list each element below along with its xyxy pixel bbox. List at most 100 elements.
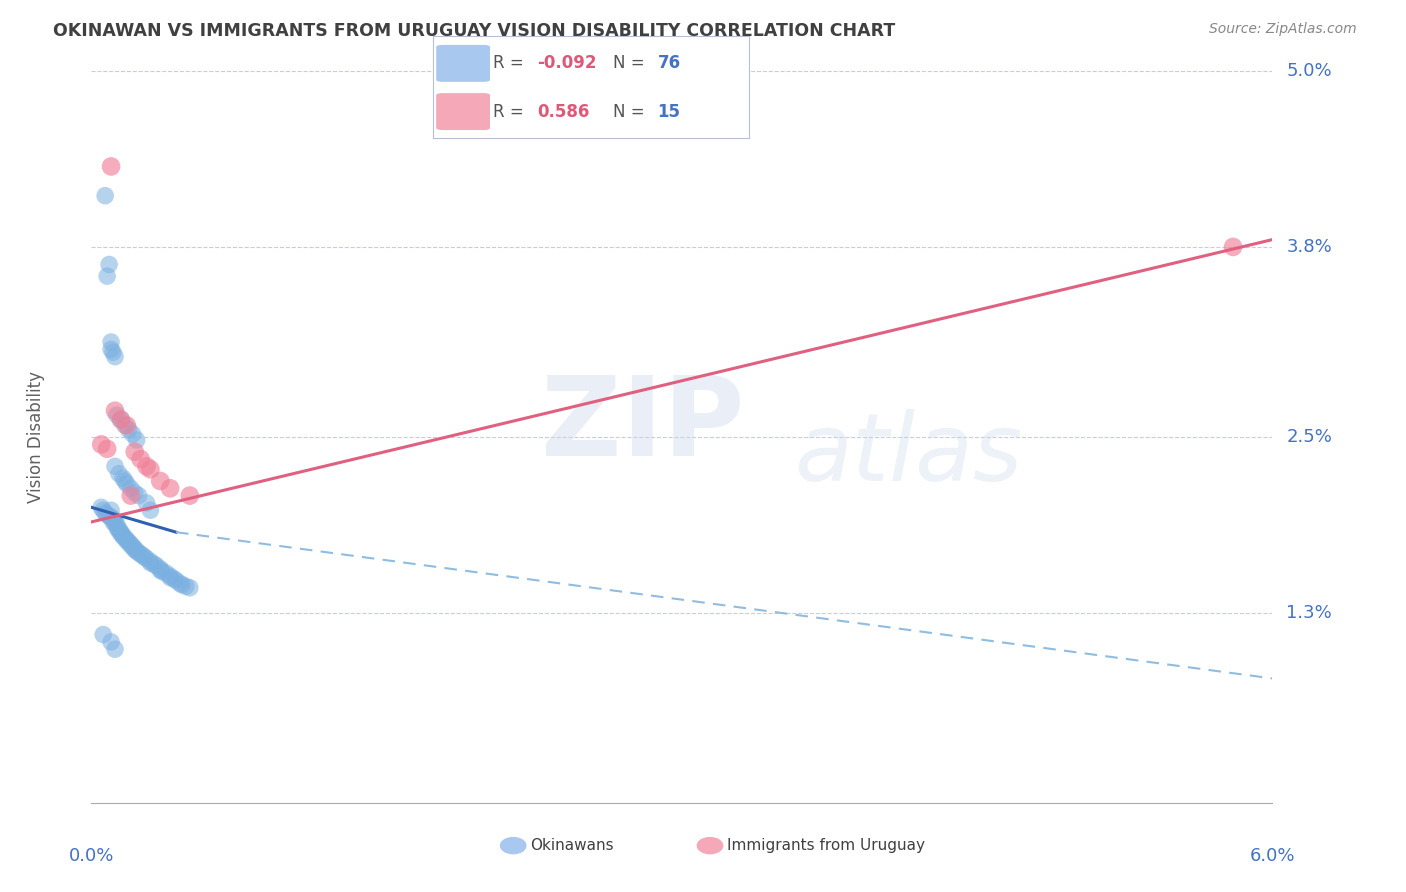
- Text: Vision Disability: Vision Disability: [27, 371, 45, 503]
- Point: [135, 459, 157, 474]
- Text: R =: R =: [494, 54, 529, 72]
- Point: [115, 533, 138, 547]
- Text: Okinawans: Okinawans: [530, 838, 613, 853]
- Point: [115, 476, 138, 491]
- Point: [163, 572, 186, 586]
- Point: [98, 257, 121, 271]
- Point: [104, 350, 127, 364]
- Text: Source: ZipAtlas.com: Source: ZipAtlas.com: [1209, 22, 1357, 37]
- Point: [159, 569, 181, 583]
- Text: 76: 76: [658, 54, 681, 72]
- Text: ZIP: ZIP: [541, 372, 744, 479]
- Point: [94, 506, 117, 520]
- Point: [100, 503, 122, 517]
- Point: [90, 500, 112, 515]
- Point: [125, 433, 148, 447]
- Point: [105, 517, 128, 532]
- FancyBboxPatch shape: [436, 45, 491, 82]
- Text: atlas: atlas: [794, 409, 1022, 500]
- Point: [101, 515, 124, 529]
- Point: [159, 481, 181, 495]
- Point: [100, 334, 122, 349]
- Point: [90, 437, 112, 451]
- Point: [124, 542, 146, 557]
- Text: N =: N =: [613, 54, 650, 72]
- Point: [105, 521, 128, 535]
- Point: [134, 549, 156, 564]
- Point: [149, 474, 172, 488]
- Point: [101, 345, 124, 359]
- Point: [115, 418, 138, 433]
- Point: [110, 412, 132, 426]
- Text: -0.092: -0.092: [537, 54, 598, 72]
- Point: [108, 467, 131, 481]
- Point: [129, 452, 152, 467]
- Point: [108, 524, 131, 538]
- Point: [1222, 240, 1244, 254]
- Point: [101, 512, 124, 526]
- Point: [128, 546, 150, 560]
- Point: [124, 541, 146, 556]
- Point: [120, 481, 142, 495]
- Point: [108, 522, 131, 536]
- Text: 0.0%: 0.0%: [69, 847, 114, 864]
- Point: [91, 503, 114, 517]
- Point: [129, 547, 152, 561]
- Point: [179, 489, 201, 503]
- Point: [150, 565, 173, 579]
- Point: [118, 535, 141, 549]
- Point: [96, 442, 118, 456]
- Point: [118, 423, 141, 437]
- Point: [91, 627, 114, 641]
- Point: [115, 533, 138, 548]
- Point: [149, 562, 172, 576]
- Point: [111, 471, 134, 485]
- Point: [165, 574, 187, 588]
- Point: [111, 528, 134, 542]
- Point: [124, 444, 146, 458]
- Point: [131, 549, 153, 563]
- Point: [114, 531, 136, 545]
- Point: [110, 526, 132, 541]
- Point: [114, 418, 136, 433]
- Point: [125, 544, 148, 558]
- Point: [120, 489, 142, 503]
- Text: Immigrants from Uruguay: Immigrants from Uruguay: [727, 838, 925, 853]
- Point: [104, 516, 127, 531]
- Text: 15: 15: [658, 103, 681, 120]
- Point: [105, 408, 128, 422]
- Text: 6.0%: 6.0%: [1250, 847, 1295, 864]
- Point: [111, 530, 134, 544]
- Point: [149, 563, 172, 577]
- Point: [121, 427, 143, 442]
- Point: [159, 570, 181, 584]
- Point: [94, 188, 117, 202]
- Point: [104, 642, 127, 657]
- Point: [100, 343, 122, 357]
- Point: [179, 581, 201, 595]
- Point: [104, 403, 127, 417]
- Point: [155, 566, 177, 581]
- Text: 3.8%: 3.8%: [1286, 238, 1331, 256]
- Point: [100, 510, 122, 524]
- Point: [98, 509, 121, 524]
- Text: 1.3%: 1.3%: [1286, 604, 1331, 622]
- Point: [169, 576, 191, 591]
- Text: 5.0%: 5.0%: [1286, 62, 1331, 80]
- Text: OKINAWAN VS IMMIGRANTS FROM URUGUAY VISION DISABILITY CORRELATION CHART: OKINAWAN VS IMMIGRANTS FROM URUGUAY VISI…: [53, 22, 896, 40]
- Point: [110, 525, 132, 540]
- Text: 0.586: 0.586: [537, 103, 591, 120]
- Point: [120, 537, 142, 551]
- Point: [100, 160, 122, 174]
- Point: [110, 412, 132, 426]
- Text: R =: R =: [494, 103, 529, 120]
- Point: [170, 578, 193, 592]
- Point: [143, 558, 166, 572]
- Point: [139, 462, 162, 476]
- Point: [121, 540, 143, 554]
- Point: [124, 485, 146, 500]
- Point: [145, 558, 167, 573]
- Point: [96, 508, 118, 522]
- Point: [100, 635, 122, 649]
- Point: [139, 503, 162, 517]
